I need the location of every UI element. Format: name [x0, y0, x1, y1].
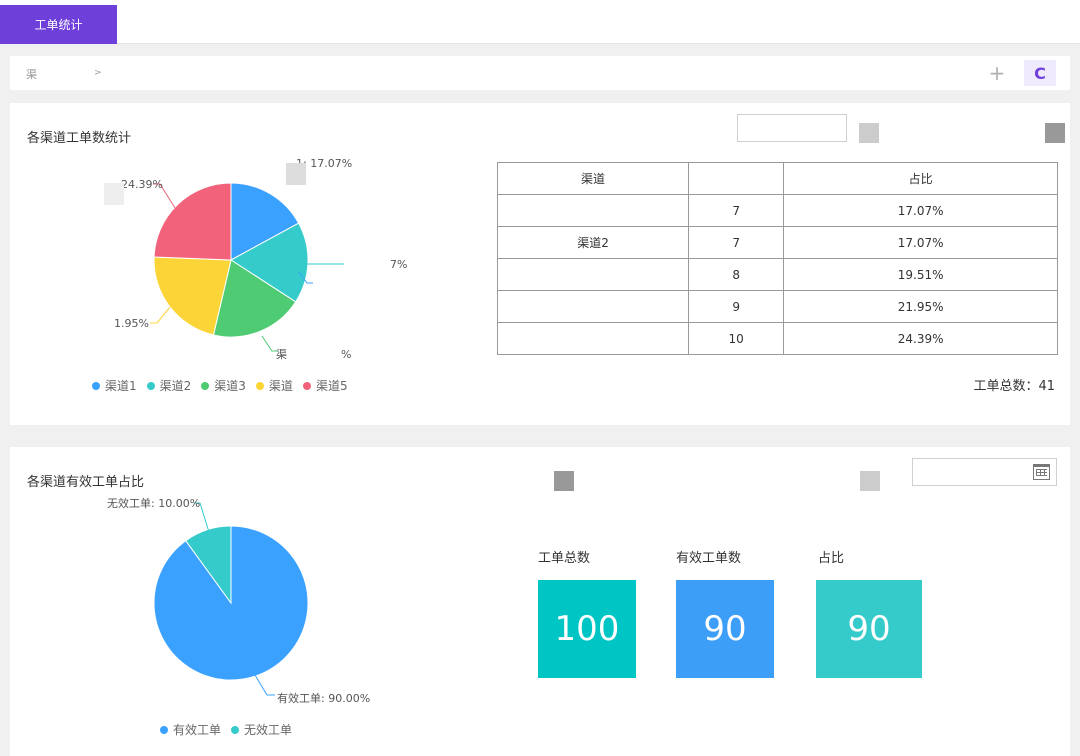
legend-item[interactable]: 渠道2: [146, 377, 191, 394]
calendar-icon[interactable]: [1033, 464, 1050, 480]
table-cell: 7: [688, 194, 785, 227]
stat-label: 占比: [818, 551, 845, 566]
table-cell: 渠道2: [496, 226, 690, 259]
pie-slice-channel1[interactable]: [230, 182, 300, 261]
pie-label: %: [341, 348, 351, 361]
table-cell: 8: [688, 258, 785, 291]
table-header: [688, 162, 785, 195]
legend-dot-icon: [231, 725, 240, 734]
legend-item[interactable]: 渠道1: [92, 377, 137, 394]
pie-label: 1.95%: [114, 317, 149, 330]
table-cell: 19.51%: [783, 258, 1058, 291]
legend-dot-icon: [255, 381, 264, 390]
legend-item[interactable]: 有效工单: [160, 721, 221, 738]
plus-icon: +: [988, 61, 1006, 85]
valid-ratio-panel: 各渠道有效工单占比 无效工单: 10.00% 有效工单: 90.00% 有效工单…: [10, 447, 1070, 756]
table-header-row: 渠道 占比: [496, 162, 1058, 195]
table-cell: [496, 322, 690, 355]
pie-slice-channel5[interactable]: [153, 182, 232, 261]
legend-dot-icon: [146, 381, 155, 390]
panel-title: 各渠道有效工单占比: [27, 475, 145, 490]
table-row: 10 24.39%: [496, 322, 1058, 355]
legend-item[interactable]: 渠道3: [201, 377, 246, 394]
placeholder-block: [554, 471, 574, 491]
valid-ratio-pie-chart: 无效工单: 10.00% 有效工单: 90.00%: [107, 496, 370, 705]
pie-label: 无效工单: 10.00%: [107, 496, 200, 510]
table-row: 7 17.07%: [496, 194, 1058, 227]
date-picker-input[interactable]: [912, 458, 1057, 486]
pie-label: 24.39%: [121, 178, 163, 191]
pie-slice-channel3[interactable]: [212, 259, 297, 338]
tab-label: 工单统计: [34, 18, 83, 32]
legend-item[interactable]: 渠道5: [302, 377, 348, 394]
panel-title: 各渠道工单数统计: [27, 131, 132, 146]
table-header: 渠道: [496, 162, 690, 195]
pie-label: 1: 17.07%: [296, 157, 352, 170]
table-row: 渠道2 7 17.07%: [496, 226, 1058, 259]
channel-legend: 渠道1 渠道2 渠道3 渠道 渠道5: [92, 377, 358, 394]
refresh-icon: C: [1034, 63, 1046, 83]
refresh-button[interactable]: C: [1024, 60, 1056, 86]
valid-ratio-legend: 有效工单 无效工单: [160, 721, 302, 738]
table-header: 占比: [783, 162, 1058, 195]
pie-label: 渠: [276, 348, 287, 361]
legend-dot-icon: [201, 381, 210, 390]
channel-stats-panel: 各渠道工单数统计 1: 17.07% 7% 渠 % 1.95% 24.39% 渠…: [10, 103, 1070, 425]
table-cell: 17.07%: [783, 226, 1058, 259]
table-cell: 7: [688, 226, 785, 259]
table-cell: [496, 194, 690, 227]
top-tab-bar: 工单统计: [0, 0, 1080, 44]
table-row: 8 19.51%: [496, 258, 1058, 291]
legend-item[interactable]: 无效工单: [231, 721, 292, 738]
tab-workorder-stats[interactable]: 工单统计: [0, 5, 117, 44]
table-cell: [496, 290, 690, 323]
pie-slice-invalid[interactable]: [185, 525, 232, 605]
table-cell: 9: [688, 290, 785, 323]
legend-dot-icon: [160, 725, 168, 734]
pie-slice-channel4[interactable]: [153, 256, 232, 336]
add-button[interactable]: +: [984, 60, 1010, 86]
table-cell: [496, 258, 690, 291]
table-row: 9 21.95%: [496, 290, 1058, 323]
table-cell: 17.07%: [783, 194, 1058, 227]
breadcrumb-arrow-icon: >: [94, 68, 102, 78]
stat-label: 工单总数: [538, 551, 591, 566]
stat-valid-value: 90: [676, 580, 774, 678]
placeholder-block: [859, 123, 879, 143]
placeholder-block: [1045, 123, 1065, 143]
channel-table: 渠道 占比 7 17.07% 渠道2 7 17.07% 8 19.51% 9 2…: [496, 162, 1058, 355]
pie-label: 7%: [390, 258, 407, 271]
placeholder-block: [860, 471, 880, 491]
table-cell: 24.39%: [783, 322, 1058, 355]
legend-item[interactable]: 渠道: [255, 377, 293, 394]
breadcrumb[interactable]: 渠: [26, 68, 37, 81]
pie-label: 有效工单: 90.00%: [277, 691, 370, 705]
pie-slice-channel2[interactable]: [230, 222, 309, 303]
stat-ratio-value: 90: [816, 580, 922, 678]
date-range-input[interactable]: [737, 114, 847, 142]
legend-dot-icon: [92, 381, 100, 390]
breadcrumb-bar: 渠 > + C: [10, 56, 1070, 90]
stat-total-value: 100: [538, 580, 636, 678]
legend-dot-icon: [302, 381, 311, 390]
channel-pie-chart: 1: 17.07% 7% 渠 % 1.95% 24.39%: [104, 157, 407, 361]
table-cell: 21.95%: [783, 290, 1058, 323]
table-cell: 10: [688, 322, 785, 355]
stat-label: 有效工单数: [676, 551, 742, 566]
total-count: 工单总数：41: [973, 379, 1055, 394]
